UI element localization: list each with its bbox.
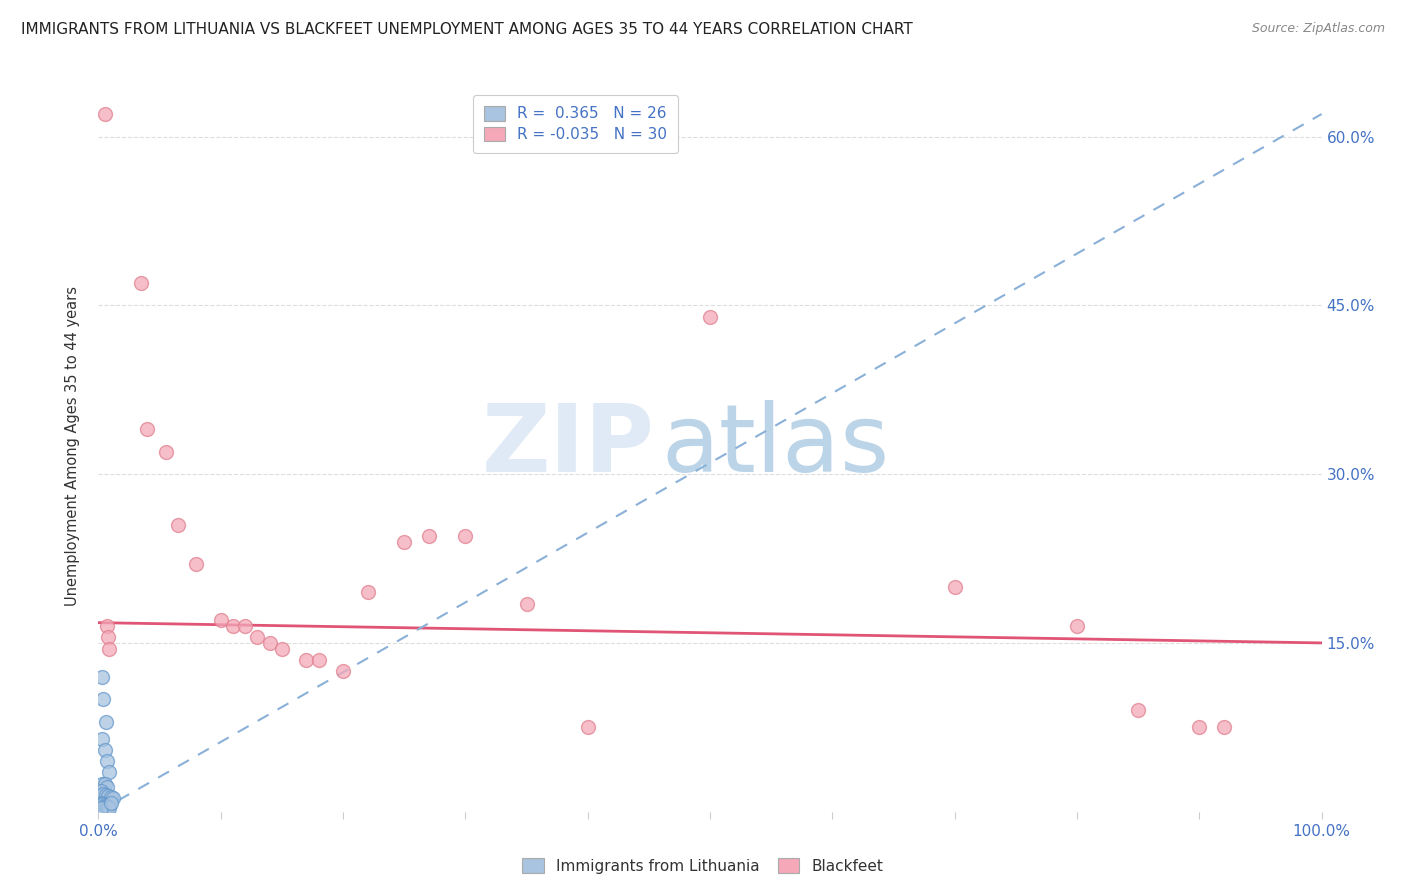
Point: [94, 799, 117, 814]
Point: [222, 619, 245, 633]
Point: [129, 276, 152, 290]
Point: [186, 557, 208, 571]
Point: [91, 787, 114, 801]
Point: [90, 801, 112, 815]
Point: [392, 534, 416, 549]
Point: [576, 720, 599, 734]
Point: [91, 692, 114, 706]
Point: [97, 789, 120, 803]
Point: [100, 796, 122, 810]
Point: [93, 107, 115, 121]
Point: [91, 797, 114, 811]
Point: [97, 800, 120, 814]
Point: [91, 670, 114, 684]
Point: [94, 788, 117, 802]
Point: [246, 630, 269, 644]
Point: [100, 790, 122, 805]
Legend: Immigrants from Lithuania, Blackfeet: Immigrants from Lithuania, Blackfeet: [516, 852, 890, 880]
Point: [91, 731, 114, 746]
Point: [259, 636, 281, 650]
Point: [96, 799, 118, 814]
Point: [155, 444, 177, 458]
Point: [418, 529, 440, 543]
Point: [943, 580, 966, 594]
Point: [295, 653, 318, 667]
Y-axis label: Unemployment Among Ages 35 to 44 years: Unemployment Among Ages 35 to 44 years: [65, 286, 80, 606]
Point: [233, 619, 256, 633]
Point: [96, 619, 118, 633]
Point: [1212, 720, 1234, 734]
Point: [136, 422, 159, 436]
Point: [93, 797, 115, 812]
Point: [332, 664, 354, 678]
Point: [98, 765, 121, 780]
Point: [93, 776, 115, 790]
Text: atlas: atlas: [661, 400, 890, 492]
Point: [96, 780, 118, 794]
Point: [98, 801, 121, 815]
Point: [90, 784, 112, 798]
Point: [270, 641, 294, 656]
Point: [101, 791, 124, 805]
Point: [90, 796, 112, 810]
Point: [94, 714, 117, 729]
Point: [93, 743, 115, 757]
Text: Source: ZipAtlas.com: Source: ZipAtlas.com: [1251, 22, 1385, 36]
Point: [96, 754, 118, 768]
Point: [97, 630, 120, 644]
Point: [1188, 720, 1211, 734]
Point: [1128, 703, 1150, 717]
Text: ZIP: ZIP: [482, 400, 655, 492]
Legend: R =  0.365   N = 26, R = -0.035   N = 30: R = 0.365 N = 26, R = -0.035 N = 30: [472, 95, 678, 153]
Point: [91, 776, 114, 790]
Point: [454, 529, 477, 543]
Point: [308, 653, 330, 667]
Point: [167, 517, 190, 532]
Text: IMMIGRANTS FROM LITHUANIA VS BLACKFEET UNEMPLOYMENT AMONG AGES 35 TO 44 YEARS CO: IMMIGRANTS FROM LITHUANIA VS BLACKFEET U…: [21, 22, 912, 37]
Point: [356, 585, 378, 599]
Point: [91, 797, 114, 811]
Point: [1066, 619, 1088, 633]
Point: [699, 310, 721, 324]
Point: [515, 597, 537, 611]
Point: [209, 614, 232, 628]
Point: [98, 641, 121, 656]
